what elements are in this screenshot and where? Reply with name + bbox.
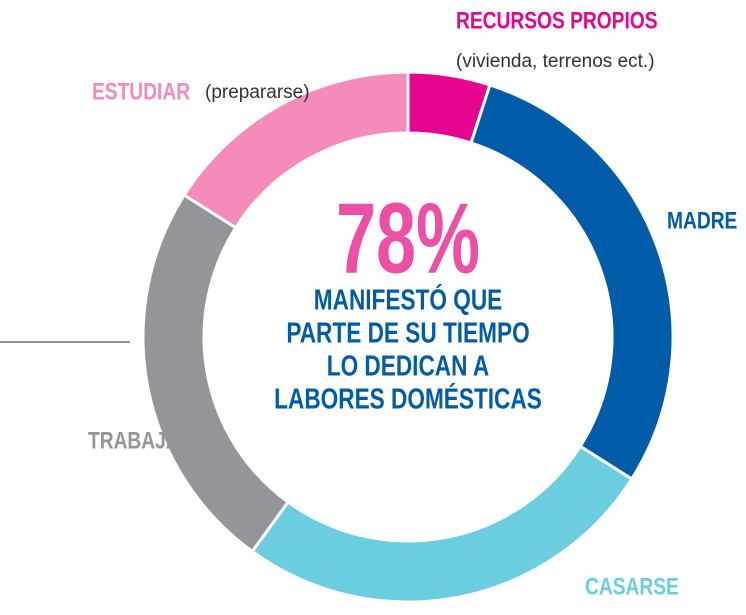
center-text: PARTE DE SU TIEMPO bbox=[286, 316, 529, 349]
category-sublabel: (vivienda, terrenos ect.) bbox=[456, 51, 655, 72]
center-text: LABORES DOMÉSTICAS bbox=[274, 382, 542, 415]
center-text: LO DEDICAN A bbox=[327, 349, 490, 382]
donut-segment bbox=[250, 444, 634, 604]
donut-segment bbox=[182, 70, 410, 230]
category-label: MADRE bbox=[667, 206, 737, 234]
category-label: TRABAJAR bbox=[88, 426, 194, 454]
donut-segment bbox=[141, 192, 291, 554]
category-label: RECURSOS PROPIOS bbox=[456, 6, 658, 34]
donut bbox=[141, 70, 675, 604]
center-value: 78% bbox=[336, 183, 480, 294]
category-label: ESTUDIAR bbox=[92, 77, 190, 105]
category-sublabel: (prepararse) bbox=[205, 82, 310, 103]
category-label: CASARSE bbox=[585, 572, 679, 600]
center-text: MANIFESTÓ QUE bbox=[314, 283, 502, 316]
